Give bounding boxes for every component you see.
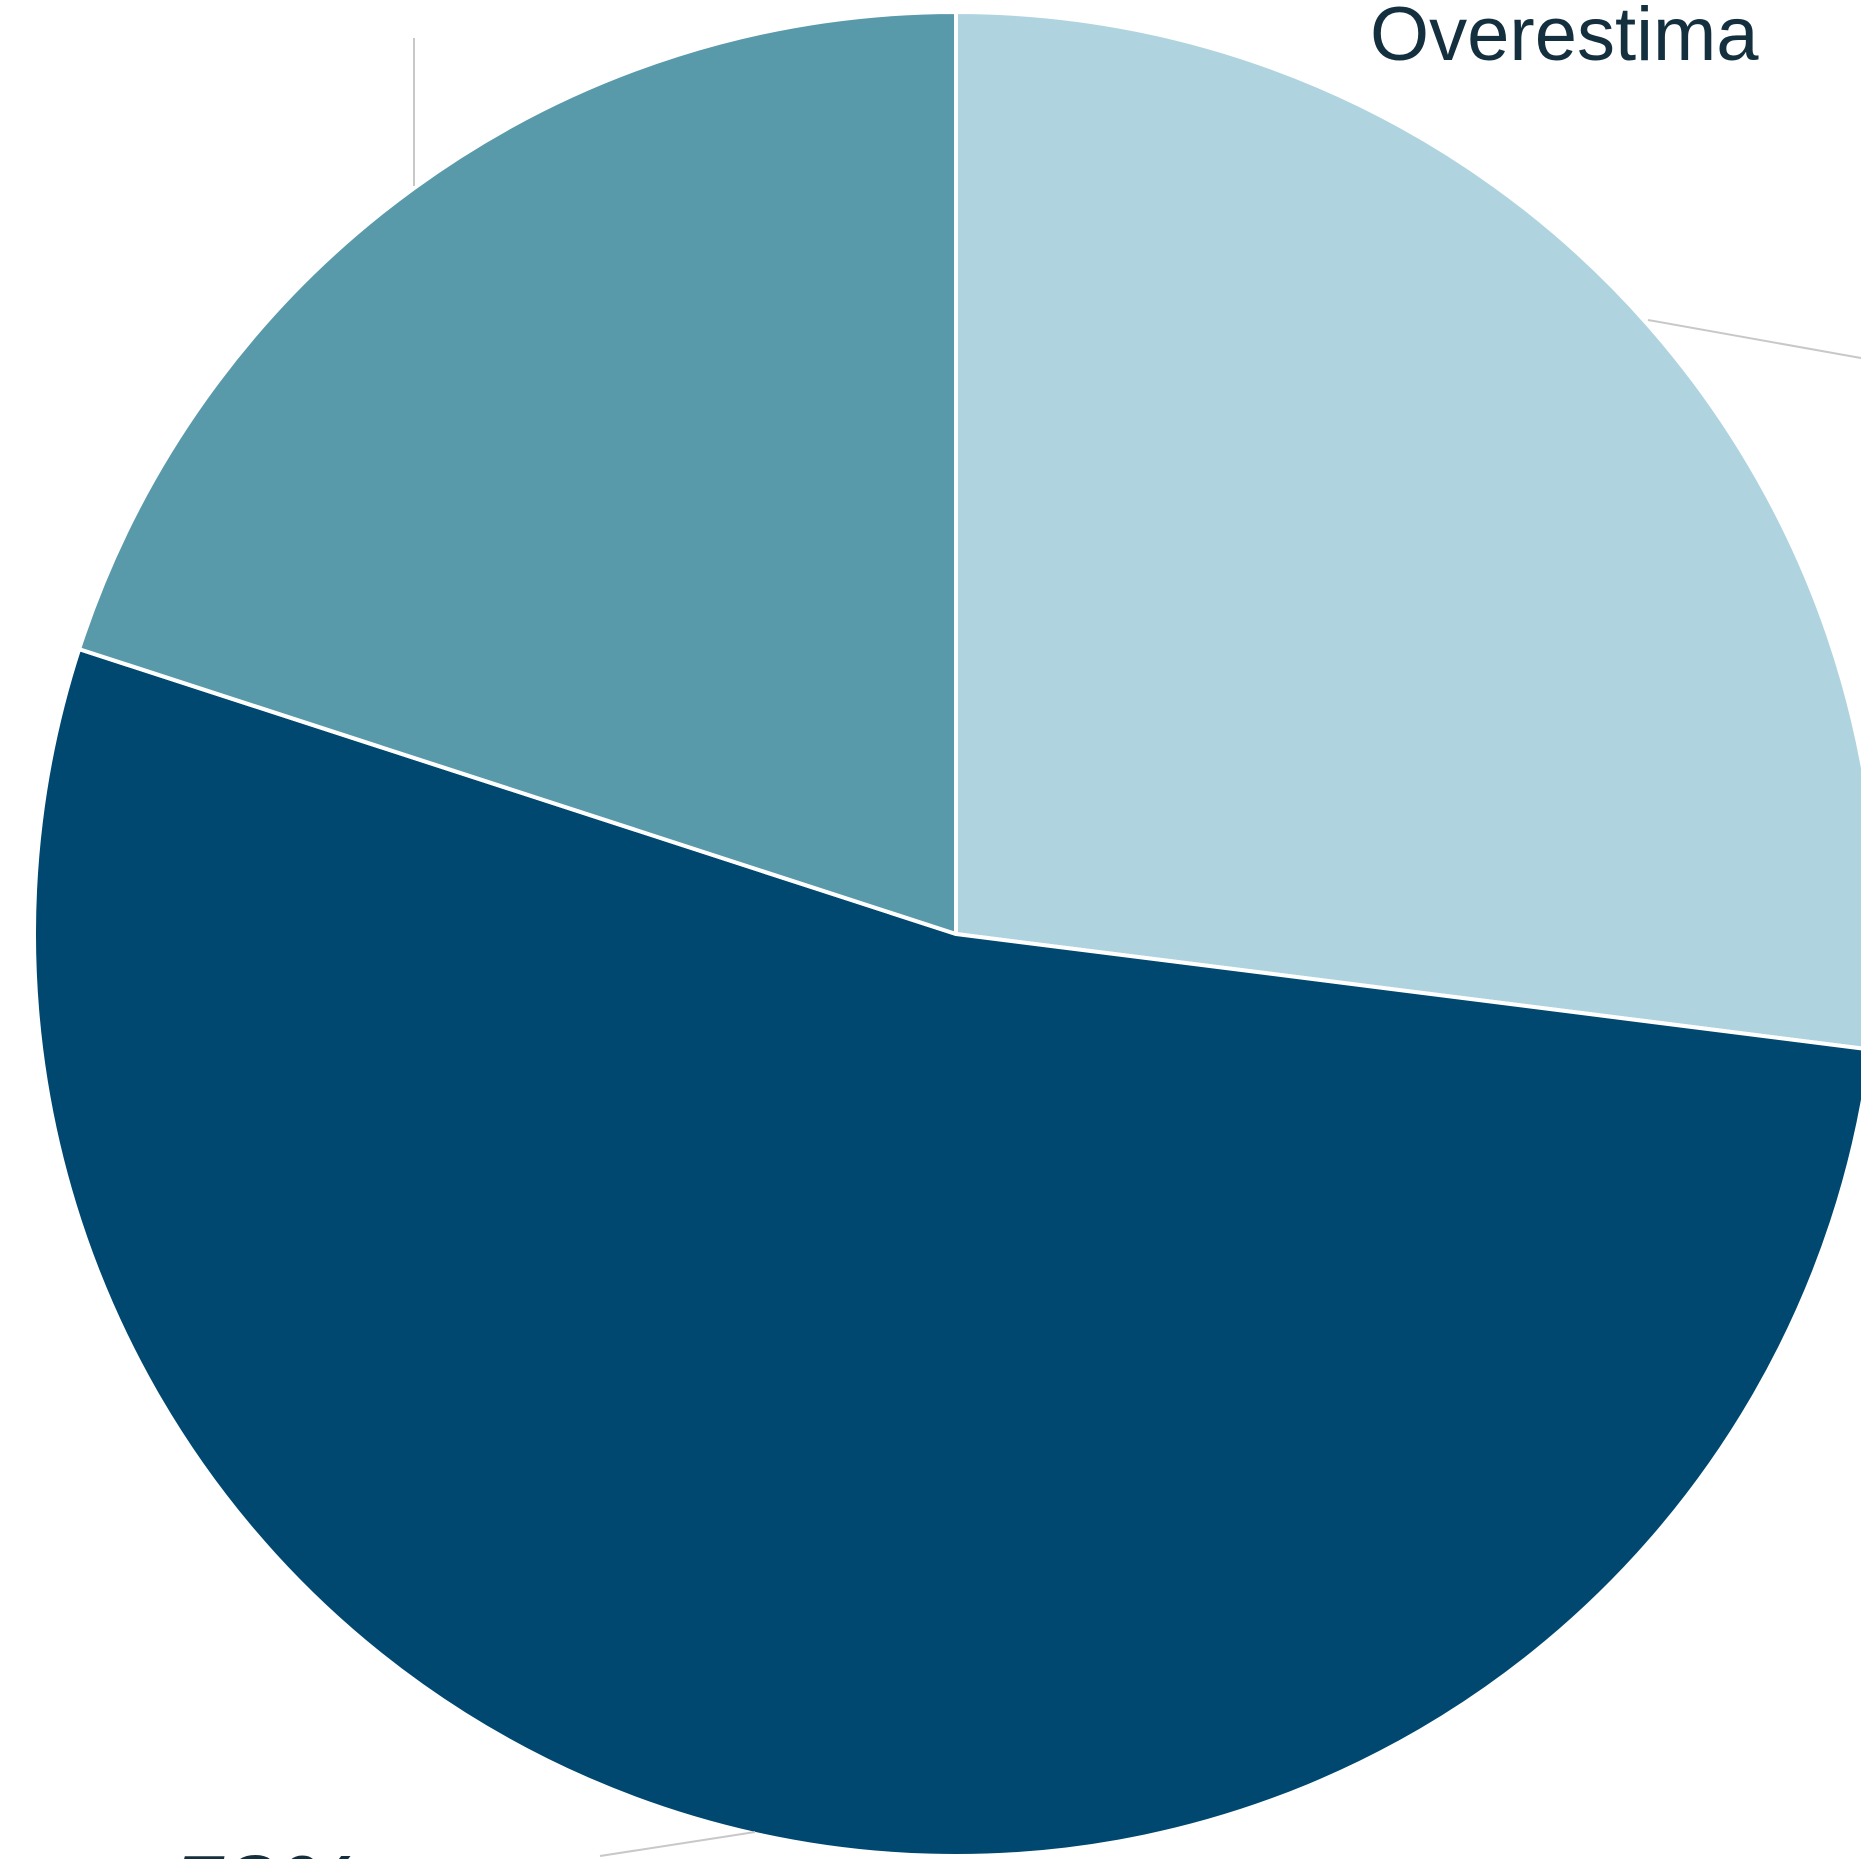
pie-slice-3 (77, 10, 958, 936)
leader-line-1 (1647, 319, 1861, 359)
labels-layer: Overestima 53% 20% (170, 0, 1759, 1859)
leader-line-2 (599, 1831, 756, 1857)
slices-layer (32, 10, 1861, 1859)
leader-lines-layer (413, 38, 1861, 1857)
slice-category-label-1: Overestima (1370, 0, 1759, 77)
slice-percent-label-2: 53% (170, 1836, 362, 1859)
slice-percent-label-3: 20% (243, 0, 437, 19)
pie-slice-1 (954, 10, 1861, 1051)
pie-slice-2 (32, 647, 1861, 1859)
